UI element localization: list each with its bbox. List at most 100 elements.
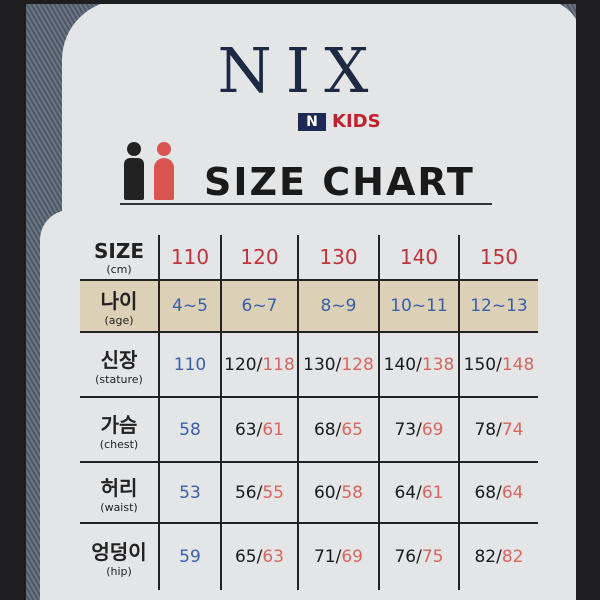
brand-logo: NIX — [217, 34, 383, 107]
separator: / — [335, 547, 342, 567]
separator: / — [496, 482, 502, 503]
girl-value: 75 — [421, 547, 444, 567]
table-cell: 65/63 — [220, 522, 298, 590]
boy-value: 68 — [474, 482, 497, 503]
chart-title: SIZE CHART — [204, 160, 475, 204]
row-label-english: (stature) — [95, 372, 143, 386]
header-label-cell: SIZE (cm) — [80, 235, 159, 280]
table-cell: 110 — [158, 331, 221, 397]
value: 59 — [179, 547, 201, 567]
girl-value: 64 — [501, 482, 524, 503]
unit-label: (cm) — [106, 262, 132, 276]
separator: / — [416, 482, 422, 503]
separator: / — [496, 419, 502, 440]
boy-icon — [124, 142, 144, 200]
row-label-cell: 신장 (stature) — [80, 331, 159, 397]
girl-value: 61 — [421, 482, 444, 503]
header-row: SIZE (cm) 110 120 130 140 150 — [80, 235, 538, 280]
boy-girl-icons — [124, 142, 174, 200]
boy-value: 82 — [474, 547, 497, 567]
row-label-english: (chest) — [99, 437, 139, 451]
table-cell: 120/118 — [220, 331, 298, 397]
size-header-cell: 110 — [158, 235, 221, 280]
separator: / — [256, 482, 263, 503]
table-row: 허리 (waist) 53 56/55 60/58 64/61 68/64 — [80, 461, 538, 523]
boy-value: 120 — [224, 354, 257, 375]
boy-value: 76 — [394, 547, 417, 567]
boy-value: 71 — [313, 547, 336, 567]
table-cell: 140/138 — [378, 331, 459, 397]
separator: / — [416, 547, 422, 567]
separator: / — [335, 419, 342, 440]
value: 10~11 — [390, 296, 448, 316]
girl-icon — [154, 142, 174, 200]
table-cell: 150/148 — [458, 331, 538, 397]
row-label-cell: 나이 (age) — [80, 279, 159, 332]
girl-value: 82 — [501, 547, 524, 567]
girl-value: 65 — [341, 419, 363, 440]
row-label-cell: 허리 (waist) — [80, 461, 159, 523]
n-mark-icon: N — [298, 112, 326, 131]
boy-value: 63 — [234, 419, 257, 440]
row-label-korean: 신장 — [100, 347, 138, 372]
value: 4~5 — [172, 296, 208, 316]
row-label-korean: 나이 — [100, 289, 138, 313]
size-label: SIZE — [93, 238, 144, 263]
table-row: 신장 (stature) 110 120/118 130/128 140/138 150/1… — [80, 331, 538, 397]
girl-value: 61 — [262, 419, 284, 440]
frame-top — [0, 0, 600, 4]
girl-value: 148 — [501, 354, 535, 375]
separator: / — [416, 419, 422, 440]
size-table: SIZE (cm) 110 120 130 140 150 나이 (age) 4~5 6~7 8~9 1… — [80, 235, 538, 590]
table-row: 엉덩이 (hip) 59 65/63 71/69 76/75 82/82 — [80, 522, 538, 590]
value: 110 — [173, 354, 207, 375]
table-cell: 59 — [158, 522, 221, 590]
table-cell: 82/82 — [458, 522, 538, 590]
row-label-korean: 가슴 — [100, 412, 138, 437]
kids-label: KIDS — [332, 111, 381, 132]
girl-value: 55 — [262, 482, 284, 503]
table-cell: 71/69 — [297, 522, 379, 590]
table-cell: 60/58 — [297, 461, 379, 523]
separator: / — [335, 354, 342, 375]
table-cell: 10~11 — [378, 279, 459, 332]
girl-value: 58 — [341, 482, 363, 503]
table-row: 나이 (age) 4~5 6~7 8~9 10~11 12~13 — [80, 279, 538, 332]
kids-badge: N KIDS — [298, 111, 381, 132]
girl-value: 118 — [262, 354, 295, 375]
boy-value: 73 — [394, 419, 417, 440]
boy-value: 65 — [234, 547, 257, 567]
table-cell: 76/75 — [378, 522, 459, 590]
row-label-korean: 엉덩이 — [91, 540, 147, 564]
value: 12~13 — [470, 296, 528, 316]
table-cell: 68/65 — [297, 396, 379, 462]
value: 58 — [179, 419, 201, 440]
girl-value: 128 — [341, 354, 374, 375]
table-row: 가슴 (chest) 58 63/61 68/65 73/69 78/74 — [80, 396, 538, 462]
separator: / — [256, 354, 263, 375]
table-cell: 8~9 — [297, 279, 379, 332]
table-cell: 78/74 — [458, 396, 538, 462]
row-label-english: (waist) — [100, 500, 138, 514]
size-header-cell: 120 — [220, 235, 298, 280]
separator: / — [256, 547, 263, 567]
boy-value: 68 — [313, 419, 336, 440]
table-cell: 6~7 — [220, 279, 298, 332]
boy-value: 64 — [394, 482, 417, 503]
size-header-cell: 130 — [297, 235, 379, 280]
girl-value: 63 — [262, 547, 284, 567]
value: 53 — [179, 482, 201, 503]
table-cell: 130/128 — [297, 331, 379, 397]
boy-value: 130 — [303, 354, 336, 375]
table-cell: 64/61 — [378, 461, 459, 523]
row-label-english: (age) — [104, 314, 134, 327]
separator: / — [335, 482, 342, 503]
table-cell: 73/69 — [378, 396, 459, 462]
table-cell: 63/61 — [220, 396, 298, 462]
girl-value: 138 — [421, 354, 455, 375]
value: 8~9 — [320, 296, 357, 316]
table-cell: 4~5 — [158, 279, 221, 332]
boy-value: 140 — [383, 354, 417, 375]
frame-right — [576, 0, 600, 600]
table-cell: 12~13 — [458, 279, 538, 332]
